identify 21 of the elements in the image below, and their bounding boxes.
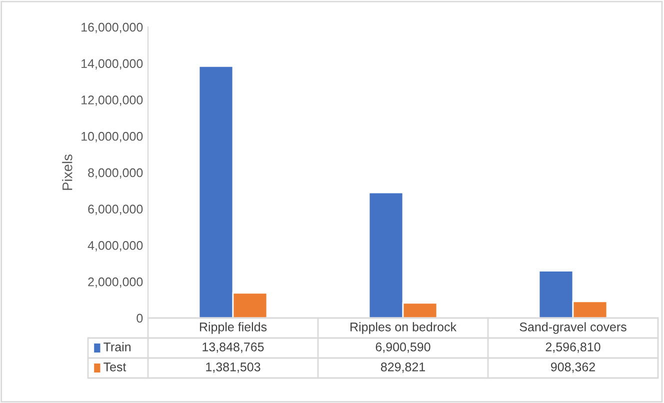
data-label: 1,381,503 <box>206 362 260 373</box>
data-label: 6,900,590 <box>376 342 430 353</box>
x-tick-label: Ripple fields <box>200 322 267 334</box>
data-label: 13,848,765 <box>202 342 264 353</box>
y-tick-label: 12,000,000 <box>82 96 143 106</box>
legend-label: Train <box>104 342 130 352</box>
data-label: 908,362 <box>550 362 595 373</box>
y-tick-label: 4,000,000 <box>88 241 143 252</box>
y-tick-label: 0 <box>136 314 143 323</box>
y-tick-label: 6,000,000 <box>88 204 143 216</box>
y-tick-label: 16,000,000 <box>82 22 143 34</box>
y-axis-title: Pixels <box>62 154 72 190</box>
y-tick-label: 8,000,000 <box>88 168 143 179</box>
legend-label: Test <box>104 362 126 372</box>
y-tick-label: 2,000,000 <box>88 277 143 288</box>
x-tick-label: Sand-gravel covers <box>520 322 626 334</box>
y-tick-label: 10,000,000 <box>82 132 143 142</box>
y-tick-label: 14,000,000 <box>82 59 143 70</box>
data-label: 2,596,810 <box>546 342 600 353</box>
data-label: 829,821 <box>380 362 425 373</box>
x-tick-label: Ripples on bedrock <box>350 322 457 334</box>
